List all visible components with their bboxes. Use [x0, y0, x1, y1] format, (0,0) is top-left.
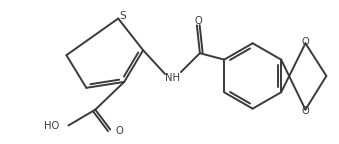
Text: O: O — [194, 16, 202, 25]
Text: HO: HO — [44, 122, 59, 131]
Text: O: O — [302, 106, 309, 116]
Text: NH: NH — [165, 73, 180, 83]
Text: S: S — [119, 11, 126, 21]
Text: O: O — [115, 126, 123, 136]
Text: O: O — [302, 37, 309, 47]
